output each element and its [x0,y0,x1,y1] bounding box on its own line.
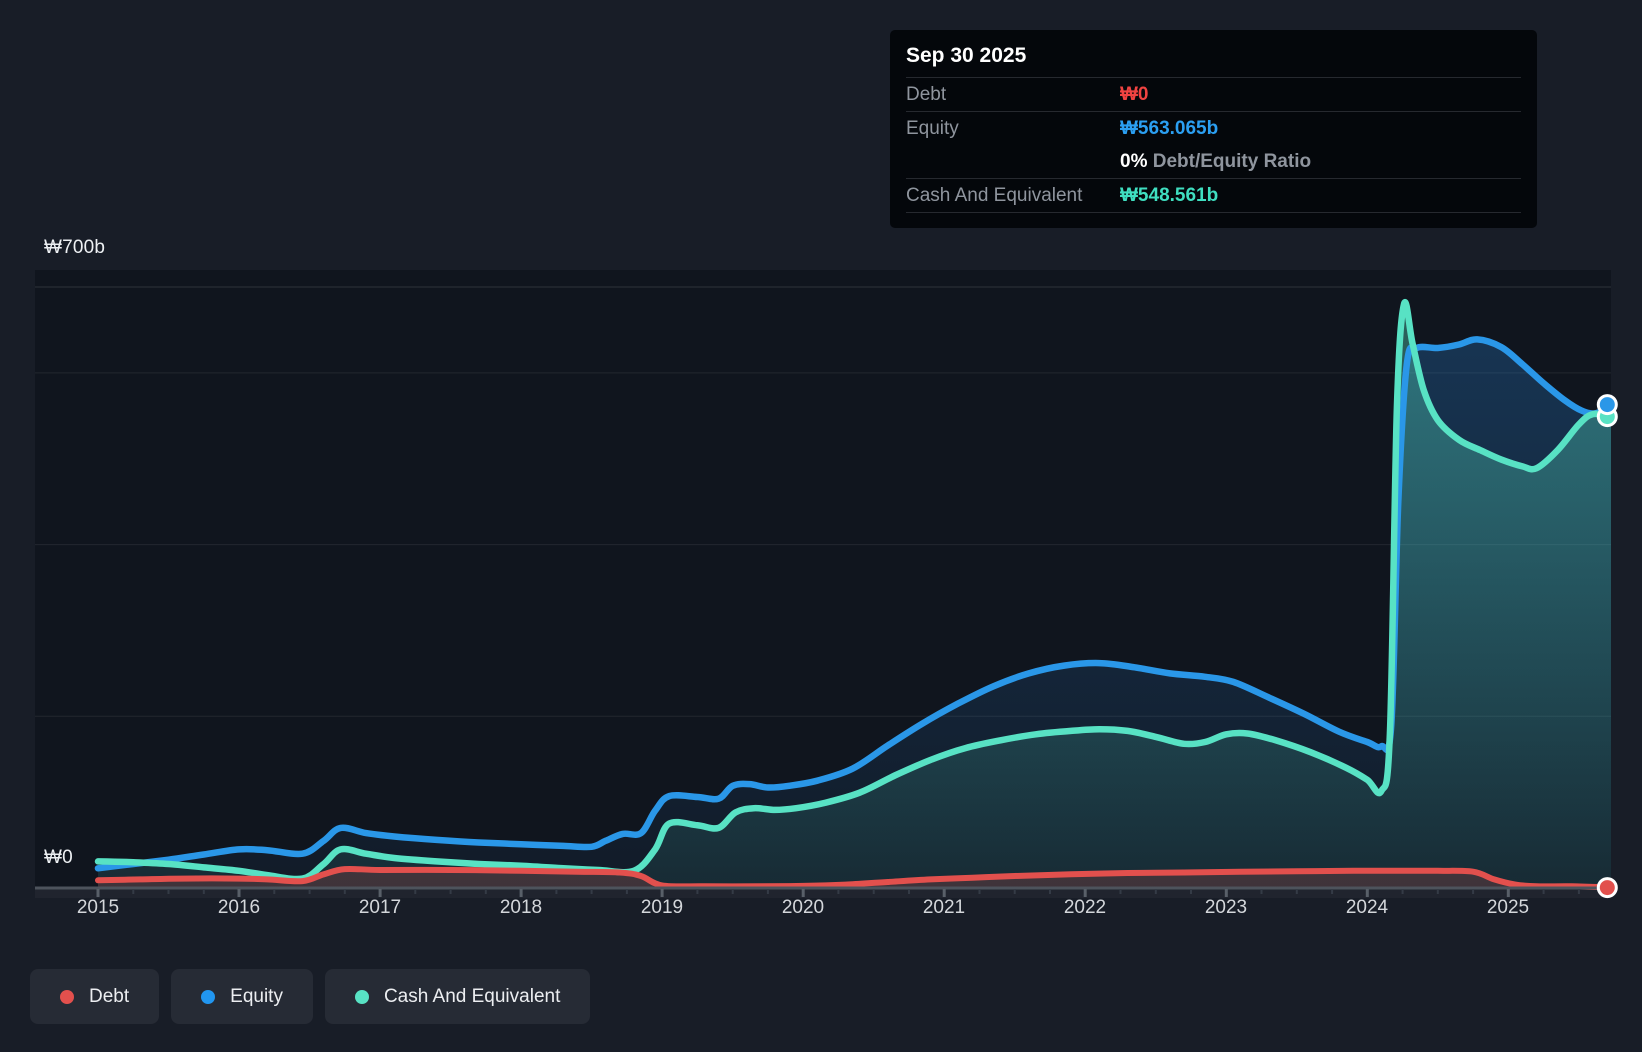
tooltip-equity-label: Equity [906,118,959,139]
legend-item-debt[interactable]: Debt [30,969,160,1024]
x-axis-year-label: 2020 [781,897,825,918]
x-axis-year-label: 2015 [76,897,120,918]
cash-line [94,298,1611,883]
x-axis-year-label: 2019 [640,897,684,918]
legend-color-dot [201,989,216,1004]
debt-equity-ratio-value: 0% [1120,151,1148,172]
x-axis-year-label: 2016 [217,897,261,918]
tooltip-debt-label: Debt [906,84,947,105]
legend-item-label: Cash And Equivalent [383,985,561,1007]
cash-area [98,302,1611,888]
series-end-marker[interactable] [1596,394,1618,416]
tooltip-debt-value: ₩0 [1120,84,1149,105]
tooltip-equity-row: Equity ₩563.065b [906,112,1521,145]
debt-equity-ratio-label: Debt/Equity Ratio [1152,151,1312,172]
x-axis-year-label: 2018 [499,897,543,918]
legend-item-label: Debt [89,985,130,1007]
legend-item-label: Equity [230,985,283,1007]
equity-line [94,336,1611,872]
y-axis-zero-label: ₩0 [44,847,73,868]
tooltip-cash-value: ₩548.561b [1120,185,1219,206]
x-axis-year-label: 2021 [922,897,966,918]
tooltip-debt-row: Debt ₩0 [906,78,1521,112]
x-axis-year-label: 2024 [1345,897,1389,918]
tooltip-cash-row: Cash And Equivalent ₩548.561b [906,179,1521,213]
legend-item-equity[interactable]: Equity [171,969,313,1024]
tooltip-ratio-row: 0% Debt/Equity Ratio [906,145,1521,179]
x-axis-year-label: 2022 [1063,897,1107,918]
x-axis-year-label: 2017 [358,897,402,918]
x-axis-year-label: 2025 [1486,897,1530,918]
debt-line [95,865,1611,891]
chart-tooltip: Sep 30 2025 Debt ₩0 Equity ₩563.065b 0% … [890,30,1537,228]
legend-color-dot [60,989,74,1004]
legend: Debt Equity Cash And Equivalent [30,969,591,1024]
tooltip-cash-label: Cash And Equivalent [906,185,1083,206]
y-axis-max-label: ₩700b [44,237,106,258]
series-end-marker[interactable] [1596,877,1618,899]
legend-color-dot [354,989,369,1004]
legend-item-cash-and-equivalent[interactable]: Cash And Equivalent [324,969,591,1024]
tooltip-equity-value: ₩563.065b [1120,118,1219,139]
tooltip-date: Sep 30 2025 [906,30,1521,78]
x-axis-year-label: 2023 [1204,897,1248,918]
